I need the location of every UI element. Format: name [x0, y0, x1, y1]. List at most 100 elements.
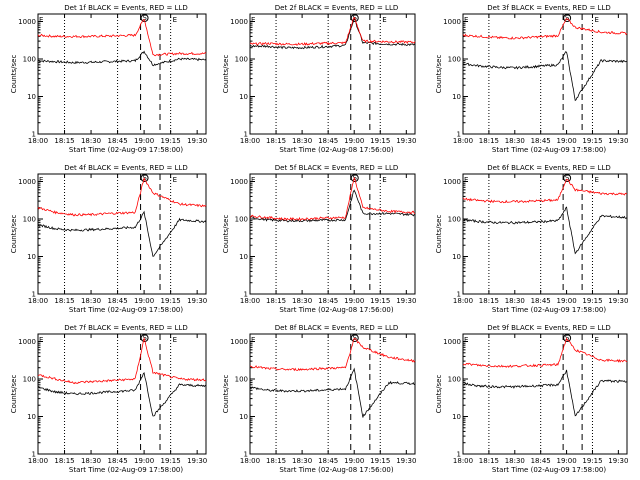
- x-tick-label: 18:30: [292, 137, 312, 145]
- x-tick-label: 19:00: [344, 137, 364, 145]
- x-tick-label: 18:15: [479, 137, 499, 145]
- y-axis-label: Counts/sec: [222, 375, 230, 414]
- x-tick-label: 18:00: [453, 457, 473, 465]
- series-line-events: [37, 371, 207, 417]
- x-tick-label: 19:30: [396, 137, 416, 145]
- y-tick-label: 1: [457, 451, 461, 459]
- series-line-lld: [462, 17, 628, 40]
- panel-5: Det 5f BLACK = Events, RED = LLD 1 10 100 10…: [222, 164, 416, 314]
- y-tick-label: 1: [244, 451, 248, 459]
- e-marker: E: [594, 336, 598, 344]
- y-tick-label: 1: [457, 131, 461, 139]
- x-tick-label: 19:00: [344, 297, 364, 305]
- e-marker: E: [39, 336, 43, 344]
- s-marker: S: [565, 334, 570, 342]
- panel-title: Det 9f BLACK = Events, RED = LLD: [487, 324, 610, 332]
- x-tick-label: 19:00: [556, 137, 576, 145]
- panel-title: Det 1f BLACK = Events, RED = LLD: [64, 4, 187, 12]
- x-tick-label: 19:15: [370, 137, 390, 145]
- x-tick-label: 18:15: [479, 457, 499, 465]
- s-marker: S: [142, 334, 147, 342]
- x-tick-label: 18:15: [54, 297, 74, 305]
- x-tick-label: 18:00: [240, 457, 260, 465]
- y-tick-label: 10: [452, 253, 461, 261]
- x-tick-label: 18:00: [28, 137, 48, 145]
- e-marker: E: [251, 16, 255, 24]
- y-tick-label: 10: [452, 93, 461, 101]
- e-marker: E: [382, 336, 386, 344]
- y-tick-label: 10: [239, 253, 248, 261]
- x-tick-label: 18:30: [81, 297, 101, 305]
- s-marker-circle: [563, 174, 572, 182]
- series-line-events: [37, 50, 207, 67]
- x-tick-label: 19:00: [344, 457, 364, 465]
- s-marker-circle: [350, 174, 359, 182]
- panel-6: Det 6f BLACK = Events, RED = LLD 1 10 100 10…: [435, 164, 628, 314]
- x-tick-label: 18:00: [28, 297, 48, 305]
- panel-7: Det 7f BLACK = Events, RED = LLD 1 10 100 10…: [10, 324, 207, 474]
- s-marker: S: [353, 174, 358, 182]
- plot-frame: [37, 13, 207, 135]
- panel-title: Det 6f BLACK = Events, RED = LLD: [487, 164, 610, 172]
- plot-frame: [462, 13, 628, 135]
- y-tick-label: 1000: [443, 178, 461, 186]
- x-tick-label: 18:00: [453, 297, 473, 305]
- x-tick-label: 18:15: [266, 457, 286, 465]
- y-tick-label: 10: [239, 413, 248, 421]
- x-tick-label: 18:45: [318, 137, 338, 145]
- series-line-events: [462, 206, 628, 255]
- x-axis-label: Start Time (02-Aug-09 17:58:00): [69, 466, 183, 474]
- x-tick-label: 19:15: [161, 457, 181, 465]
- y-axis-label: Counts/sec: [222, 55, 230, 94]
- x-tick-label: 18:45: [107, 297, 127, 305]
- panel-title: Det 8f BLACK = Events, RED = LLD: [275, 324, 398, 332]
- e-marker: E: [382, 176, 386, 184]
- e-marker: E: [251, 336, 255, 344]
- e-marker: E: [39, 16, 43, 24]
- x-tick-label: 19:00: [556, 297, 576, 305]
- y-tick-label: 100: [448, 56, 461, 64]
- e-marker: E: [251, 176, 255, 184]
- x-tick-label: 18:30: [81, 137, 101, 145]
- x-tick-label: 18:30: [505, 457, 525, 465]
- x-tick-label: 18:15: [266, 297, 286, 305]
- x-tick-label: 19:30: [396, 457, 416, 465]
- e-marker: E: [464, 16, 468, 24]
- y-tick-label: 1: [32, 131, 36, 139]
- y-tick-label: 1000: [443, 18, 461, 26]
- series-line-lld: [37, 177, 207, 217]
- y-tick-label: 1000: [18, 18, 36, 26]
- series-line-events: [249, 18, 416, 50]
- s-marker-circle: [140, 334, 149, 342]
- y-tick-label: 1000: [18, 178, 36, 186]
- x-tick-label: 19:15: [161, 297, 181, 305]
- x-tick-label: 19:30: [187, 137, 207, 145]
- series-line-lld: [37, 337, 207, 385]
- x-tick-label: 19:00: [134, 457, 154, 465]
- x-tick-label: 18:15: [479, 297, 499, 305]
- series-line-events: [249, 189, 416, 223]
- y-tick-label: 100: [235, 216, 248, 224]
- x-tick-label: 19:15: [582, 297, 602, 305]
- series-line-lld: [462, 178, 628, 204]
- panel-4: Det 4f BLACK = Events, RED = LLD 1 10 100 10…: [10, 164, 207, 314]
- x-tick-label: 18:45: [318, 297, 338, 305]
- x-tick-label: 18:15: [54, 137, 74, 145]
- panel-9: Det 9f BLACK = Events, RED = LLD 1 10 100 10…: [435, 324, 628, 474]
- y-axis-label: Counts/sec: [435, 55, 443, 94]
- x-axis-label: Start Time (02-Aug-09 17:58:00): [492, 146, 606, 154]
- x-tick-label: 18:45: [107, 457, 127, 465]
- x-tick-label: 18:00: [240, 297, 260, 305]
- x-tick-label: 19:30: [608, 137, 628, 145]
- e-marker: E: [382, 16, 386, 24]
- s-marker: S: [142, 14, 147, 22]
- s-marker: S: [565, 174, 570, 182]
- x-tick-label: 18:30: [292, 297, 312, 305]
- y-axis-label: Counts/sec: [435, 215, 443, 254]
- x-tick-label: 18:00: [240, 137, 260, 145]
- y-tick-label: 1000: [443, 338, 461, 346]
- y-tick-label: 10: [452, 413, 461, 421]
- x-axis-label: Start Time (02-Aug-08 17:56:00): [279, 146, 393, 154]
- x-tick-label: 18:45: [107, 137, 127, 145]
- series-line-lld: [37, 18, 207, 57]
